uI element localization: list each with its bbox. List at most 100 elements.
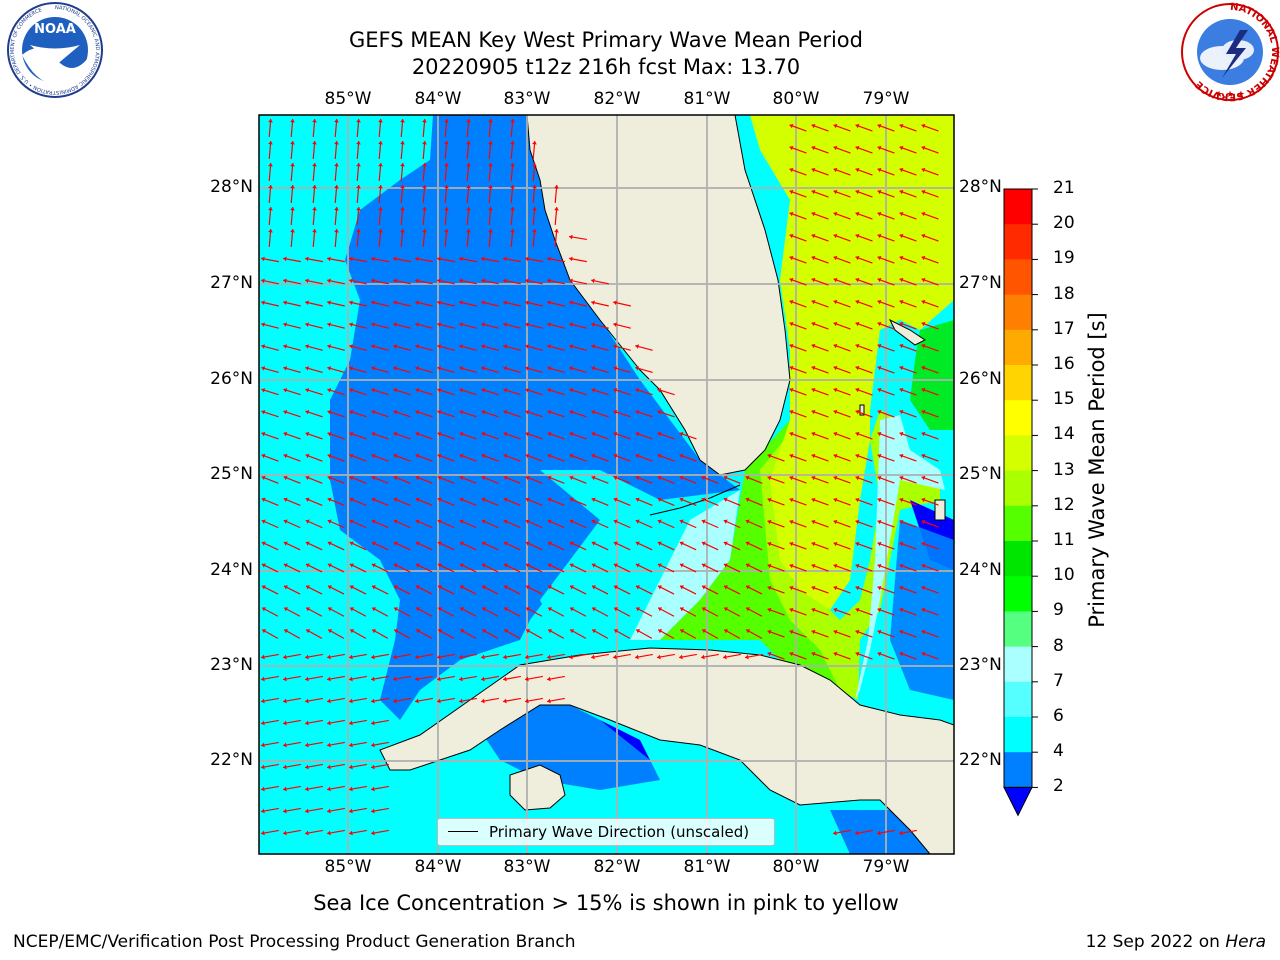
wave-arrow-head xyxy=(393,278,397,284)
wave-arrow-head xyxy=(261,388,266,393)
wave-arrow-head xyxy=(438,607,443,612)
wave-arrow-head xyxy=(327,300,331,306)
wave-arrow-head xyxy=(503,563,508,568)
wave-arrow-head xyxy=(503,698,507,704)
wave-arrow-head xyxy=(921,541,926,547)
wave-arrow-head xyxy=(284,629,289,634)
wave-arrow-head xyxy=(525,431,530,437)
wave-arrow-head xyxy=(262,629,267,634)
wave-arrow-head xyxy=(415,519,420,524)
colorbar-segment xyxy=(1004,329,1032,366)
wave-arrow-head xyxy=(437,497,442,502)
wave-arrow-head xyxy=(877,365,882,371)
wave-arrow-head xyxy=(723,585,728,590)
wave-arrow-head xyxy=(393,541,398,546)
wave-arrow-head xyxy=(393,585,398,590)
wave-arrow-head xyxy=(261,256,265,262)
wave-arrow-head xyxy=(371,497,376,502)
wave-arrow-head xyxy=(334,163,339,167)
wave-arrow-head xyxy=(833,255,838,261)
wave-arrow-head xyxy=(547,344,552,349)
wave-arrow-head xyxy=(290,229,295,233)
lat-label-left-22n: 22°N xyxy=(210,750,253,770)
wave-arrow-head xyxy=(833,387,838,393)
wave-arrow-head xyxy=(833,585,838,591)
wave-arrow-head xyxy=(422,229,427,233)
wave-arrow-head xyxy=(855,563,860,569)
wave-arrow-head xyxy=(261,344,266,349)
wave-arrow-head xyxy=(532,185,537,189)
wave-arrow-head xyxy=(921,497,926,503)
wave-arrow-head xyxy=(921,409,926,415)
wave-arrow-head xyxy=(855,255,860,261)
colorbar-segment xyxy=(1004,646,1032,683)
wave-arrow-head xyxy=(327,563,332,568)
wave-arrow-head xyxy=(261,830,265,836)
wave-arrow-head xyxy=(371,698,375,704)
wave-arrow-head xyxy=(349,453,354,459)
wave-arrow-head xyxy=(701,497,706,502)
wave-arrow-head xyxy=(488,119,493,123)
wave-arrow-head xyxy=(702,607,707,612)
wave-arrow-head xyxy=(547,431,552,437)
wave-arrow-head xyxy=(283,786,287,792)
wave-arrow-head xyxy=(393,431,398,437)
wave-arrow-head xyxy=(488,207,493,211)
wave-arrow-head xyxy=(312,185,317,189)
wave-arrow-head xyxy=(261,278,265,284)
wave-arrow-head xyxy=(855,409,860,415)
wave-arrow-head xyxy=(422,119,427,123)
wave-arrow-head xyxy=(393,388,398,393)
wave-arrow-head xyxy=(312,119,317,123)
wave-arrow-head xyxy=(422,207,427,211)
wave-arrow-head xyxy=(592,629,597,634)
wave-arrow-head xyxy=(921,277,926,283)
wave-arrow-head xyxy=(349,563,354,568)
wave-arrow-head xyxy=(327,322,331,327)
wave-arrow-head xyxy=(393,497,398,502)
wave-arrow-head xyxy=(613,344,618,349)
footer-credit: NCEP/EMC/Verification Post Processing Pr… xyxy=(13,932,576,952)
wave-arrow-head xyxy=(327,475,332,481)
wave-arrow-head xyxy=(547,585,552,590)
colorbar-frame xyxy=(1003,188,1033,788)
wave-arrow-head xyxy=(532,207,537,211)
colorbar-tick-label: 16 xyxy=(1053,354,1075,374)
lat-label-right-28n: 28°N xyxy=(959,177,1002,197)
wave-arrow-head xyxy=(855,519,860,525)
wave-arrow-head xyxy=(921,299,926,305)
wave-arrow-head xyxy=(591,475,596,481)
wave-arrow-head xyxy=(767,563,772,569)
lon-label-bottom-84w: 84°W xyxy=(414,857,462,877)
wave-arrow-head xyxy=(510,163,515,167)
wave-arrow-head xyxy=(789,343,794,349)
wave-arrow-head xyxy=(261,300,265,306)
wave-arrow-head xyxy=(444,119,449,123)
wave-arrow-head xyxy=(789,123,794,129)
lon-label-top-85w: 85°W xyxy=(324,89,372,109)
wave-arrow-head xyxy=(334,207,339,211)
colorbar-segment xyxy=(1004,294,1032,331)
colorbar-tick-label: 13 xyxy=(1053,459,1075,480)
wave-arrow-head xyxy=(312,163,317,167)
colorbar-tick-label: 8 xyxy=(1053,635,1064,656)
wave-arrow-head xyxy=(283,431,288,437)
wave-arrow-head xyxy=(899,387,904,393)
wave-arrow-head xyxy=(327,278,331,284)
wave-arrow-head xyxy=(767,475,772,481)
wave-arrow-head xyxy=(444,163,449,167)
wave-arrow-head xyxy=(767,453,772,459)
wave-arrow-head xyxy=(525,344,530,349)
wave-arrow-head xyxy=(290,185,295,189)
wave-arrow-head xyxy=(503,388,508,393)
lon-label-top-82w: 82°W xyxy=(593,89,641,109)
wave-arrow-head xyxy=(789,321,794,327)
wave-arrow-head xyxy=(372,629,377,634)
wave-arrow-head xyxy=(855,233,860,239)
wave-direction-arrows xyxy=(261,118,939,836)
wave-arrow-head xyxy=(305,720,309,726)
wave-arrow-head xyxy=(921,475,926,481)
lat-label-left-28n: 28°N xyxy=(210,177,253,197)
wave-arrow-head xyxy=(306,629,311,634)
wave-arrow-head xyxy=(488,185,493,189)
